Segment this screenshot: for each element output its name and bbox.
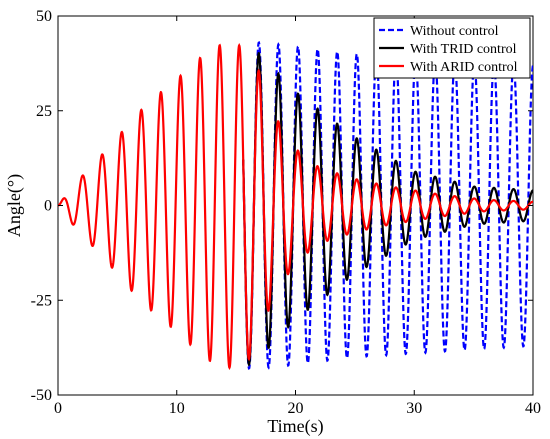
y-tick-label: 50: [36, 8, 52, 25]
series-line-3: [58, 43, 533, 371]
x-axis-label: Time(s): [267, 416, 323, 437]
series-line-2: [242, 51, 533, 367]
x-tick-labels: 0 10 20 30 40: [54, 400, 541, 417]
y-tick-labels: -50 -25 0 25 50: [31, 8, 52, 404]
y-axis-label: Angle(°): [4, 174, 25, 237]
series-layer: [58, 41, 533, 371]
x-tick-label: 30: [406, 400, 422, 417]
x-tick-label: 40: [525, 400, 541, 417]
legend-label: Without control: [410, 24, 499, 39]
y-tick-label: 0: [44, 198, 52, 215]
legend-label: With TRID control: [410, 42, 517, 57]
x-tick-label: 0: [54, 400, 62, 417]
tick-marks: [57, 15, 534, 396]
x-tick-label: 10: [169, 400, 185, 417]
legend: Without control With TRID control With ARI…: [373, 17, 531, 79]
y-tick-label: -25: [31, 292, 52, 309]
x-tick-label: 20: [288, 400, 304, 417]
y-tick-label: 25: [36, 103, 52, 120]
legend-label: With ARID control: [410, 60, 518, 75]
plot-area: [57, 15, 534, 396]
y-tick-label: -50: [31, 387, 52, 404]
